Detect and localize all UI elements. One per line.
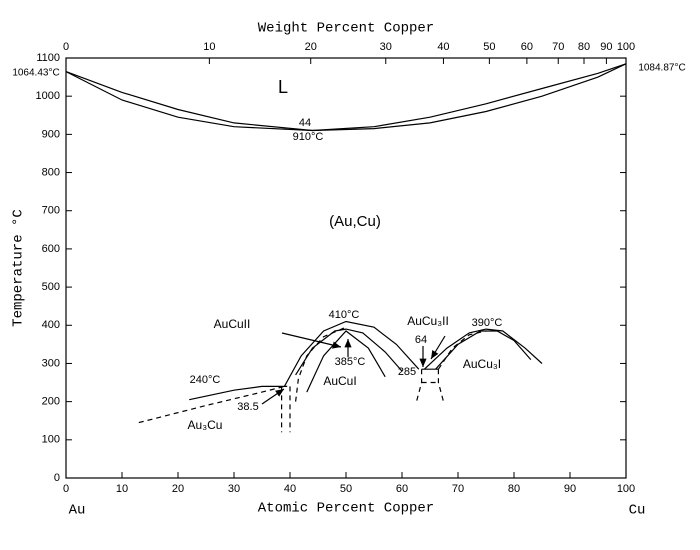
- top-tick-label: 50: [483, 41, 495, 53]
- annotation: Au₃Cu: [188, 418, 223, 432]
- annotation: 390°C: [472, 317, 503, 329]
- phase-boundary: [437, 330, 487, 370]
- annotation: 410°C: [329, 309, 360, 321]
- y-tick-label: 200: [42, 396, 60, 408]
- annotation: AuCuII: [214, 317, 251, 331]
- y-tick-label: 300: [42, 357, 60, 369]
- top-tick-label: 90: [600, 41, 612, 53]
- y-tick-label: 700: [42, 205, 60, 217]
- top-axis-title: Weight Percent Copper: [258, 21, 434, 37]
- annotation: 910°C: [293, 131, 324, 143]
- x-tick-label: 80: [508, 483, 520, 495]
- x-tick-label: 40: [284, 483, 296, 495]
- y-tick-label: 800: [42, 166, 60, 178]
- x-tick-label: 10: [116, 483, 128, 495]
- phase-boundary: [283, 320, 420, 387]
- top-tick-label: 20: [305, 41, 317, 53]
- top-tick-label: 70: [552, 41, 564, 53]
- annotation: L: [278, 77, 288, 97]
- y-tick-label: 1000: [36, 90, 60, 102]
- phase-boundary: [295, 328, 403, 376]
- annotation: 44: [299, 117, 311, 129]
- annotation: AuCu₃II: [407, 314, 449, 328]
- phase-boundary: [435, 330, 532, 370]
- phase-boundary: [65, 63, 627, 132]
- x-tick-label: 60: [396, 483, 408, 495]
- annotation: 285: [398, 366, 416, 378]
- x-tick-label: 70: [452, 483, 464, 495]
- top-tick-label: 100: [617, 41, 635, 53]
- y-tick-label: 500: [42, 281, 60, 293]
- x-tick-label: 20: [172, 483, 184, 495]
- annotation: 385°C: [335, 356, 366, 368]
- annotation: AuCu₃I: [463, 357, 501, 371]
- x-axis-title: Atomic Percent Copper: [258, 501, 434, 517]
- x-tick-label: 30: [228, 483, 240, 495]
- arrows: [261, 332, 446, 405]
- y-tick-label: 600: [42, 243, 60, 255]
- annotation: 64: [415, 334, 427, 346]
- top-tick-label: 30: [380, 41, 392, 53]
- annotation: 1064.43°C: [12, 68, 59, 79]
- phase-boundary: [423, 328, 543, 370]
- y-tick-label: 100: [42, 434, 60, 446]
- right-end-label: Cu: [629, 503, 646, 519]
- x-tick-label: 90: [564, 483, 576, 495]
- x-tick-label: 50: [340, 483, 352, 495]
- top-tick-label: 0: [63, 41, 69, 53]
- annotation: 1084.87°C: [638, 63, 685, 74]
- y-axis-title: Temperature °C: [11, 209, 27, 327]
- y-tick-label: 400: [42, 319, 60, 331]
- annotation: 38.5: [237, 401, 258, 413]
- y-tick-label: 1100: [36, 52, 60, 64]
- annotation: AuCuI: [323, 374, 356, 388]
- top-tick-label: 80: [578, 41, 590, 53]
- top-tick-label: 60: [521, 41, 533, 53]
- phase-boundary: [437, 369, 445, 404]
- phase-boundary: [65, 63, 627, 132]
- y-tick-label: 900: [42, 128, 60, 140]
- phase-boundary: [295, 326, 347, 402]
- x-tick-label: 0: [63, 483, 69, 495]
- annotation: 240°C: [190, 374, 221, 386]
- phase-boundary: [306, 330, 386, 393]
- annotation: (Au,Cu): [329, 213, 381, 230]
- y-tick-label: 0: [54, 472, 60, 484]
- left-end-label: Au: [69, 503, 86, 519]
- phase-boundary: [189, 385, 288, 401]
- x-tick-label: 100: [617, 483, 635, 495]
- top-tick-label: 10: [203, 41, 215, 53]
- top-tick-label: 40: [437, 41, 449, 53]
- phase-boundary: [138, 385, 285, 424]
